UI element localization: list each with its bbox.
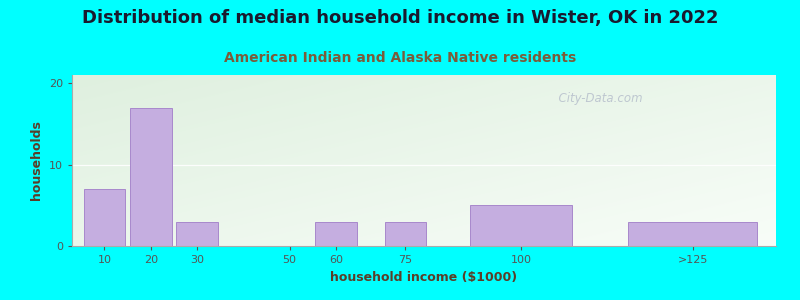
Bar (83, 189, 126, 246)
Bar (315, 222, 357, 246)
Text: City-Data.com: City-Data.com (550, 92, 642, 105)
Text: Distribution of median household income in Wister, OK in 2022: Distribution of median household income … (82, 9, 718, 27)
Bar (130, 108, 171, 246)
Y-axis label: households: households (30, 121, 43, 200)
X-axis label: household income ($1000): household income ($1000) (330, 271, 518, 284)
Bar (176, 222, 218, 246)
Bar (470, 205, 572, 246)
Bar (385, 222, 426, 246)
Text: American Indian and Alaska Native residents: American Indian and Alaska Native reside… (224, 51, 576, 65)
Bar (628, 222, 758, 246)
